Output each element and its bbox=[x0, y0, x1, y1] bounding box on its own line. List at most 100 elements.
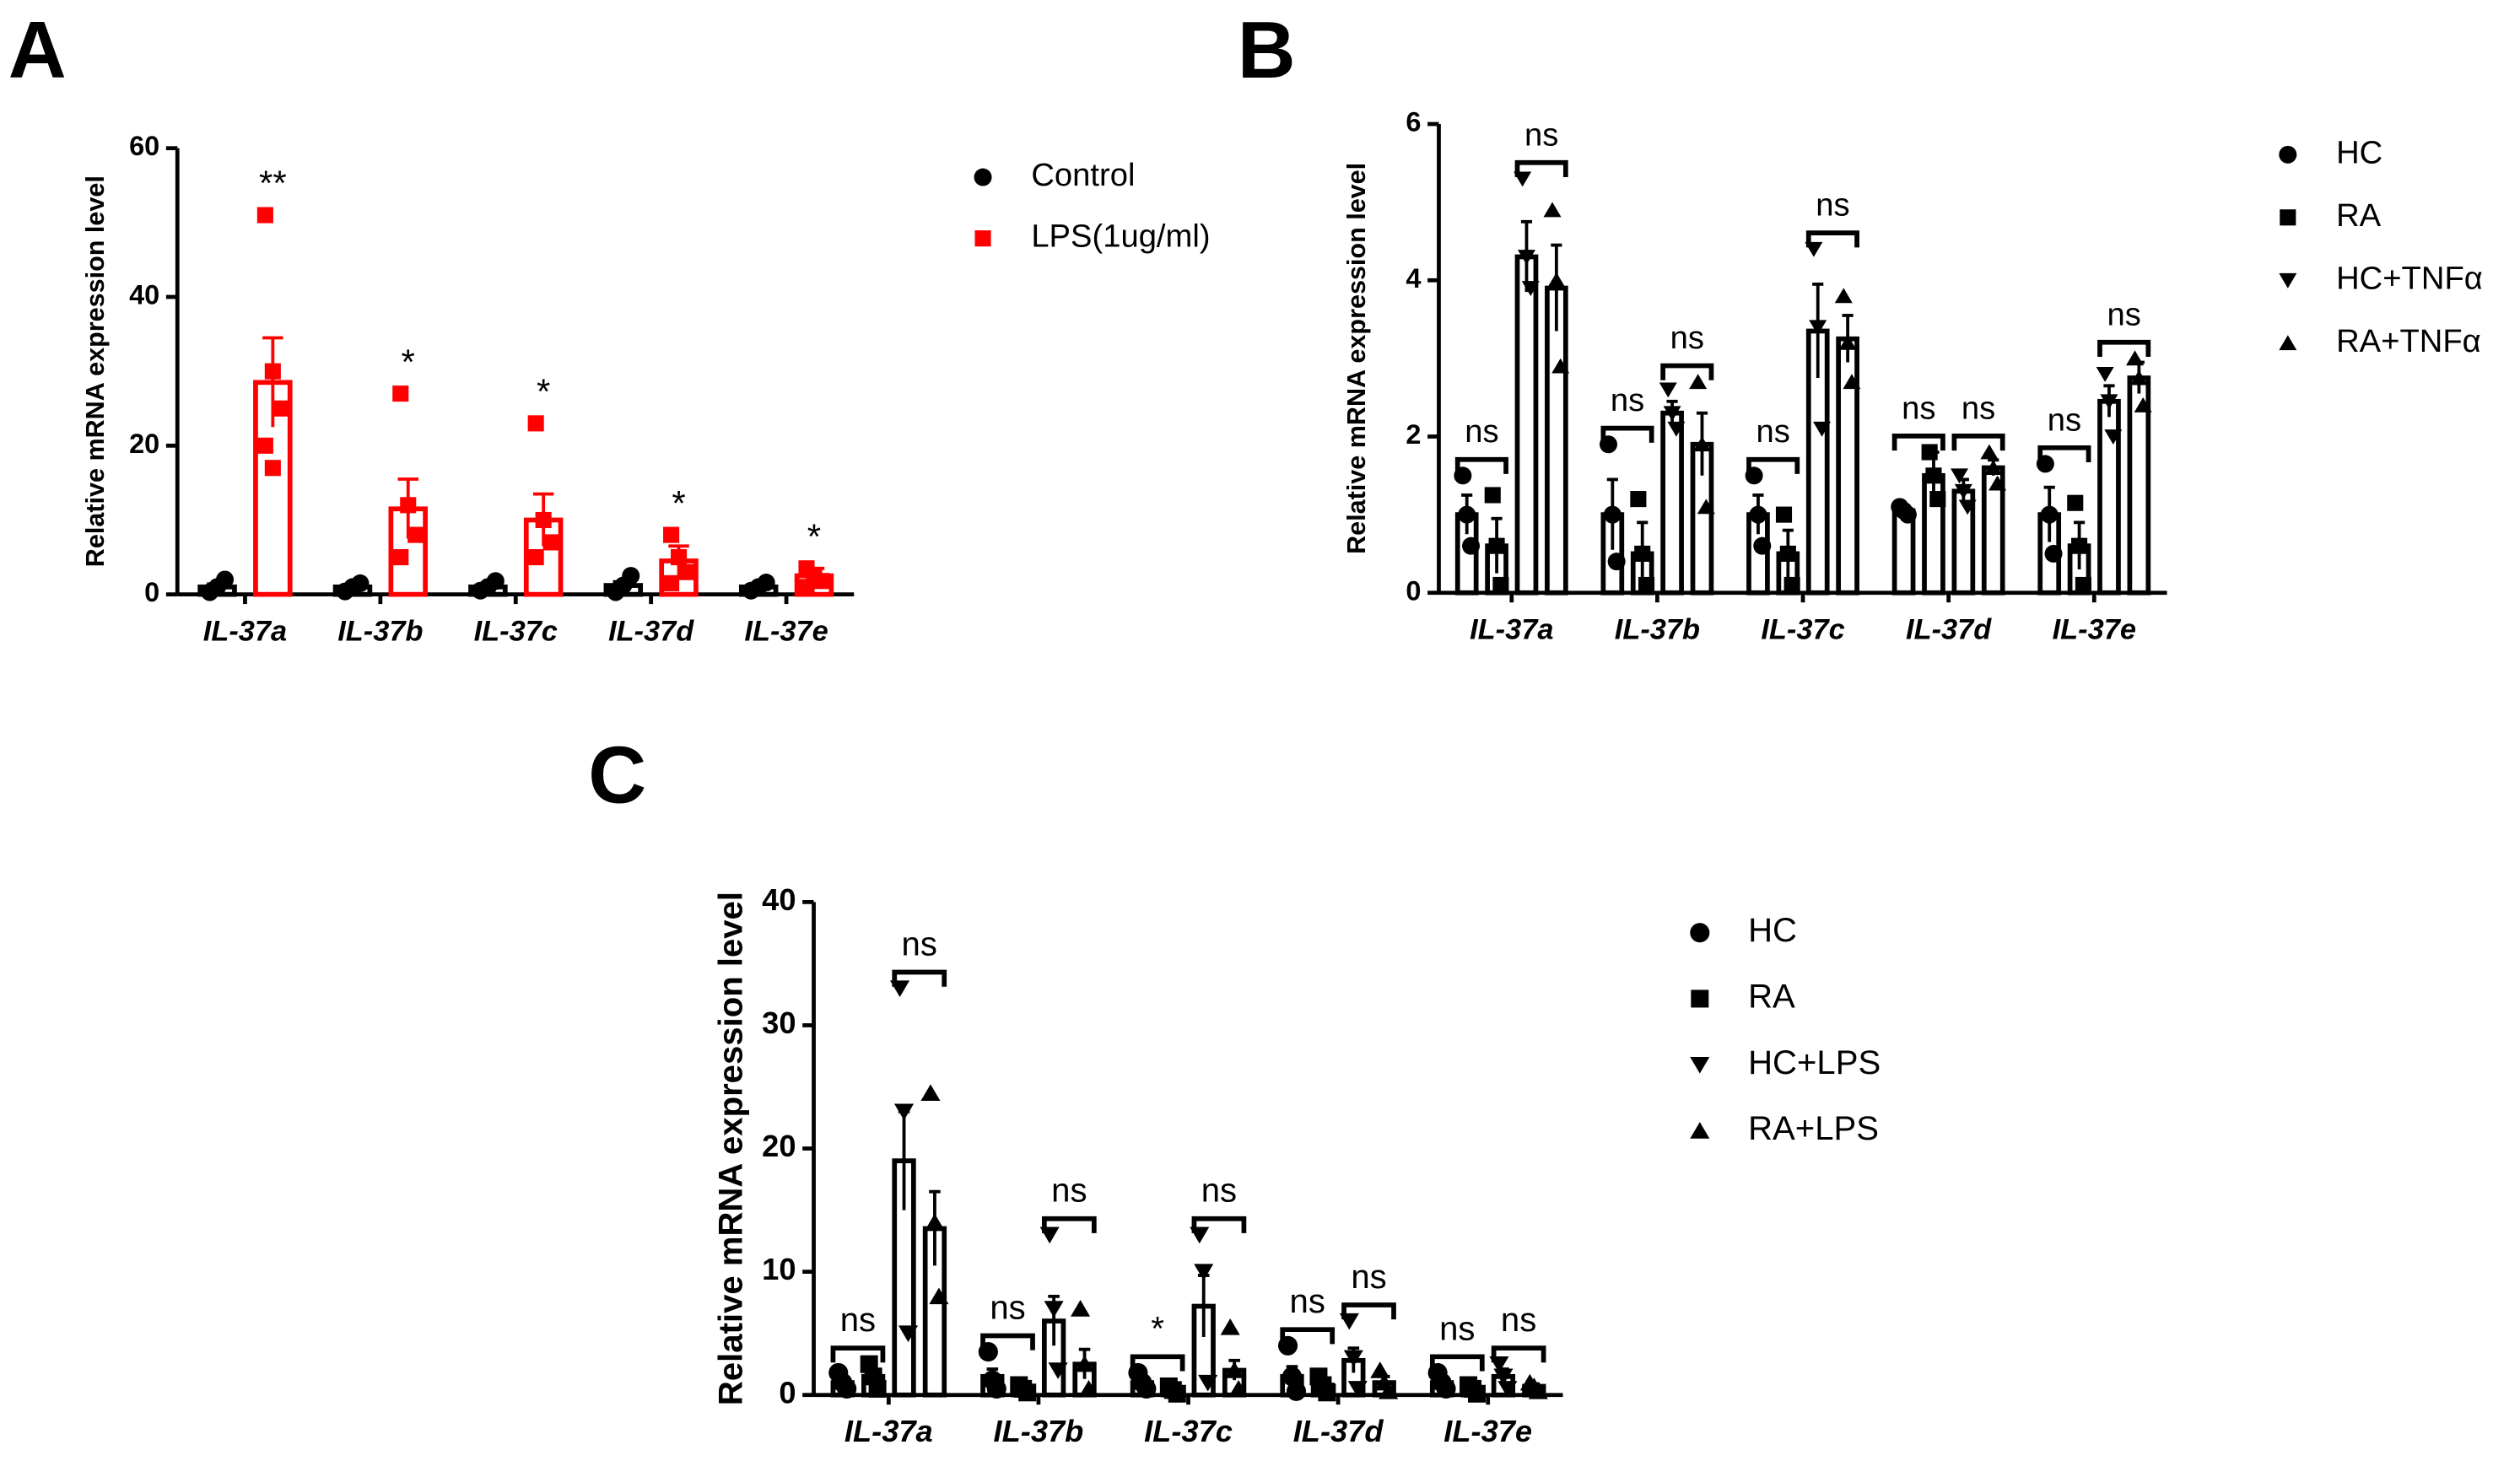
significance-label: * bbox=[672, 483, 685, 523]
data-point bbox=[1697, 499, 1715, 515]
significance-bracket bbox=[1130, 1354, 1185, 1372]
legend-label: RA bbox=[1748, 978, 1795, 1016]
significance-bracket bbox=[1600, 425, 1654, 443]
significance-bracket bbox=[2097, 339, 2151, 357]
data-point bbox=[2044, 544, 2063, 563]
data-point bbox=[1497, 1381, 1518, 1398]
data-point bbox=[1775, 506, 1793, 523]
data-point bbox=[893, 1103, 915, 1121]
data-point bbox=[1044, 1301, 1064, 1318]
significance-bracket bbox=[1429, 1354, 1485, 1372]
significance-bracket bbox=[1660, 363, 1714, 380]
significance-label: ** bbox=[259, 164, 287, 203]
data-point bbox=[392, 549, 409, 566]
data-point bbox=[677, 563, 695, 580]
significance-bracket bbox=[980, 1333, 1035, 1350]
legend-marker bbox=[1690, 923, 1710, 943]
data-point bbox=[2134, 397, 2152, 412]
significance-bracket bbox=[830, 1345, 886, 1363]
data-point bbox=[1228, 1380, 1249, 1397]
legend-marker bbox=[2279, 335, 2297, 351]
bar bbox=[1660, 410, 1684, 596]
data-point bbox=[925, 1213, 945, 1231]
x-tick-label: IL-37b bbox=[994, 1414, 1084, 1448]
legend-label: RA+LPS bbox=[1748, 1110, 1879, 1147]
significance-bracket bbox=[1191, 1216, 1247, 1233]
significance-bracket bbox=[1746, 456, 1800, 474]
data-point bbox=[1630, 491, 1647, 508]
legend-label: HC bbox=[1748, 912, 1797, 949]
data-point bbox=[1921, 444, 1938, 461]
data-point bbox=[535, 511, 552, 529]
data-point bbox=[1198, 1374, 1218, 1392]
significance-bracket bbox=[1891, 434, 1945, 451]
significance-label: ns bbox=[1501, 1302, 1536, 1339]
data-point bbox=[671, 549, 688, 566]
data-point bbox=[2126, 350, 2145, 366]
data-point bbox=[929, 1287, 949, 1305]
significance-bracket bbox=[1951, 434, 2005, 451]
data-point bbox=[264, 460, 281, 477]
significance-label: ns bbox=[1439, 1310, 1475, 1347]
data-point bbox=[1634, 545, 1651, 562]
data-point bbox=[2071, 537, 2088, 554]
significance-label: ns bbox=[990, 1290, 1025, 1327]
significance-label: ns bbox=[1902, 390, 1935, 426]
significance-label: * bbox=[402, 342, 415, 381]
legend-label: HC bbox=[2336, 134, 2382, 170]
data-point bbox=[813, 573, 830, 590]
y-tick-label: 40 bbox=[762, 882, 796, 917]
data-point bbox=[1462, 536, 1481, 555]
data-point bbox=[1980, 444, 1999, 460]
y-tick-label: 6 bbox=[1406, 107, 1421, 137]
legend-marker bbox=[2279, 272, 2297, 288]
data-point bbox=[1492, 576, 1509, 594]
significance-label: ns bbox=[902, 926, 937, 963]
x-tick-label: IL-37a bbox=[844, 1414, 933, 1448]
x-tick-label: IL-37a bbox=[1470, 614, 1553, 646]
data-point bbox=[1667, 421, 1686, 437]
x-tick-label: IL-37c bbox=[474, 616, 558, 648]
data-point bbox=[1343, 1350, 1363, 1367]
data-point bbox=[2100, 394, 2118, 410]
data-point bbox=[1048, 1362, 1068, 1379]
data-point bbox=[757, 574, 775, 592]
data-point bbox=[1925, 467, 1942, 484]
x-tick-label: IL-37d bbox=[1906, 614, 1992, 646]
data-point bbox=[868, 1379, 887, 1398]
data-point bbox=[1929, 491, 1946, 508]
significance-label: ns bbox=[1816, 187, 1849, 224]
data-point bbox=[1834, 288, 1853, 304]
data-point bbox=[1318, 1383, 1336, 1402]
data-point bbox=[400, 497, 417, 514]
data-point bbox=[663, 526, 680, 543]
data-point bbox=[216, 570, 235, 589]
significance-label: ns bbox=[1051, 1173, 1087, 1210]
x-tick-label: IL-37e bbox=[744, 616, 828, 648]
data-point bbox=[1282, 1367, 1303, 1387]
data-point bbox=[1071, 1300, 1091, 1317]
significance-label: ns bbox=[2107, 296, 2141, 332]
significance-label: ns bbox=[1524, 116, 1558, 153]
data-point bbox=[1689, 374, 1708, 390]
data-point bbox=[1224, 1361, 1244, 1378]
data-point bbox=[1286, 1381, 1307, 1401]
legend-marker bbox=[2280, 209, 2296, 226]
data-point bbox=[2075, 576, 2091, 594]
data-point bbox=[256, 207, 273, 224]
y-tick-label: 40 bbox=[129, 280, 159, 310]
data-point bbox=[1607, 553, 1626, 571]
data-point bbox=[2104, 429, 2123, 445]
y-tick-label: 10 bbox=[762, 1252, 796, 1286]
x-tick-label: IL-37e bbox=[1443, 1414, 1532, 1448]
y-axis-label: Relative mRNA expression level bbox=[81, 175, 110, 567]
significance-label: ns bbox=[1611, 382, 1644, 418]
data-point bbox=[1194, 1264, 1214, 1281]
data-point bbox=[837, 1378, 857, 1399]
data-point bbox=[1783, 576, 1800, 594]
data-point bbox=[1753, 536, 1772, 555]
data-point bbox=[256, 437, 273, 454]
data-point bbox=[1220, 1318, 1240, 1335]
significance-bracket bbox=[1805, 230, 1859, 248]
data-point bbox=[798, 579, 815, 596]
